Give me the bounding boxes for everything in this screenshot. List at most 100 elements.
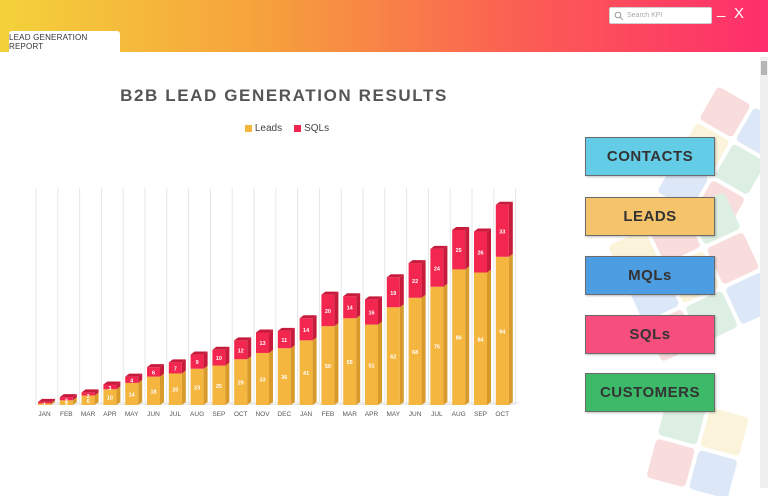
bar-sqls [59, 397, 73, 401]
bar-top [38, 398, 55, 402]
bar-sqls [343, 296, 357, 319]
x-tick-label: AUG [452, 411, 466, 418]
bar-top [190, 351, 208, 355]
bar-leads [147, 376, 160, 405]
mqls-button[interactable]: MQLs [585, 256, 715, 295]
bar-sqls [386, 277, 400, 308]
bar-top [277, 327, 295, 331]
data-label-leads: 6 [87, 399, 90, 405]
data-label-leads: 55 [347, 360, 353, 366]
contacts-button[interactable]: CONTACTS [585, 137, 715, 176]
x-tick-label: FEB [60, 411, 73, 418]
data-label-sqls: 10 [216, 356, 222, 362]
data-label-leads: 50 [325, 364, 331, 370]
bar-sqls-side [421, 260, 426, 298]
bar-top [321, 291, 339, 295]
bar-sqls [452, 229, 466, 270]
bar-sqls [81, 392, 95, 396]
bar-top [365, 296, 382, 300]
bar-leads-side [203, 365, 208, 405]
customers-button[interactable]: CUSTOMERS [585, 373, 715, 412]
data-label-sqls: 1 [43, 403, 46, 409]
x-tick-label: APR [365, 411, 379, 418]
leads-button[interactable]: LEADS [585, 197, 715, 236]
bar-sqls [430, 248, 444, 287]
bar-leads-side [247, 356, 252, 405]
bar-sqls [103, 384, 117, 390]
bar-leads-side [465, 266, 470, 405]
bar-top [256, 329, 273, 333]
legend-label-leads: Leads [254, 123, 283, 134]
x-tick-label: OCT [495, 411, 509, 418]
data-label-sqls: 26 [477, 251, 483, 257]
bar-sqls [147, 367, 160, 377]
close-button[interactable]: X [734, 5, 745, 22]
minimize-button[interactable]: _ [717, 1, 726, 18]
data-label-leads: 68 [412, 350, 418, 356]
data-label-leads: 51 [368, 363, 374, 369]
bar-sqls-side [378, 296, 382, 325]
scrollbar-thumb[interactable] [761, 61, 767, 75]
data-label-sqls: 2 [87, 394, 90, 400]
search-box[interactable] [609, 7, 712, 24]
tab-lead-generation-report[interactable]: LEAD GENERATION REPORT [9, 31, 120, 53]
x-tick-label: MAY [125, 411, 139, 418]
bar-leads [386, 307, 400, 405]
bar-sqls [168, 362, 182, 374]
sqls-button[interactable]: SQLs [585, 315, 715, 354]
data-label-leads: 33 [259, 377, 265, 383]
bar-leads-side [269, 349, 273, 405]
bar-leads-side [487, 269, 491, 405]
bar-sqls-side [290, 327, 295, 349]
vertical-scrollbar[interactable] [760, 57, 768, 488]
bar-sqls-side [51, 398, 55, 404]
legend-swatch-leads [244, 125, 252, 132]
x-tick-label: SEP [212, 411, 225, 418]
bar-leads [277, 348, 291, 405]
bar-top [452, 226, 470, 230]
search-input[interactable] [624, 12, 705, 19]
bar-top [168, 359, 186, 363]
data-label-sqls: 19 [390, 291, 396, 297]
bar-leads [408, 297, 422, 405]
data-label-sqls: 20 [325, 309, 331, 315]
bar-sqls [365, 299, 378, 325]
data-label-leads: 94 [499, 329, 506, 335]
bar-sqls-side [269, 329, 273, 353]
bar-leads-side [356, 315, 361, 405]
bar-top [343, 293, 361, 297]
data-label-leads: 86 [456, 336, 462, 342]
legend-swatch-sqls [294, 125, 302, 132]
bar-top [59, 394, 77, 398]
bar-leads [190, 368, 204, 405]
data-label-sqls: 11 [281, 338, 287, 344]
bar-sqls-side [160, 364, 164, 377]
bar-sqls [299, 318, 313, 341]
bar-leads-side [312, 337, 317, 405]
data-label-leads: 3 [65, 401, 68, 407]
x-tick-label: MAR [81, 411, 96, 418]
bar-leads-side [225, 362, 230, 405]
bar-leads [474, 272, 487, 405]
bar-sqls-side [203, 351, 208, 369]
x-tick-label: MAR [342, 411, 357, 418]
bar-leads-side [116, 386, 121, 405]
data-label-leads: 23 [194, 385, 200, 391]
data-label-sqls: 25 [456, 248, 462, 254]
data-label-sqls: 3 [108, 386, 111, 392]
x-tick-label: JUL [431, 411, 443, 418]
bar-leads-side [72, 397, 77, 405]
bar-top [299, 315, 317, 319]
data-label-sqls: 14 [347, 306, 354, 312]
bar-sqls [408, 263, 422, 298]
legend-label-sqls: SQLs [304, 123, 330, 134]
data-label-sqls: 24 [434, 266, 441, 272]
bar-top [103, 381, 121, 385]
bar-sqls-side [94, 389, 99, 396]
bar-sqls [495, 204, 509, 257]
bar-sqls-side [443, 245, 448, 287]
bar-leads-side [508, 253, 513, 405]
bar-sqls-side [487, 228, 491, 273]
bar-sqls-side [356, 293, 361, 319]
bar-top [430, 245, 448, 249]
